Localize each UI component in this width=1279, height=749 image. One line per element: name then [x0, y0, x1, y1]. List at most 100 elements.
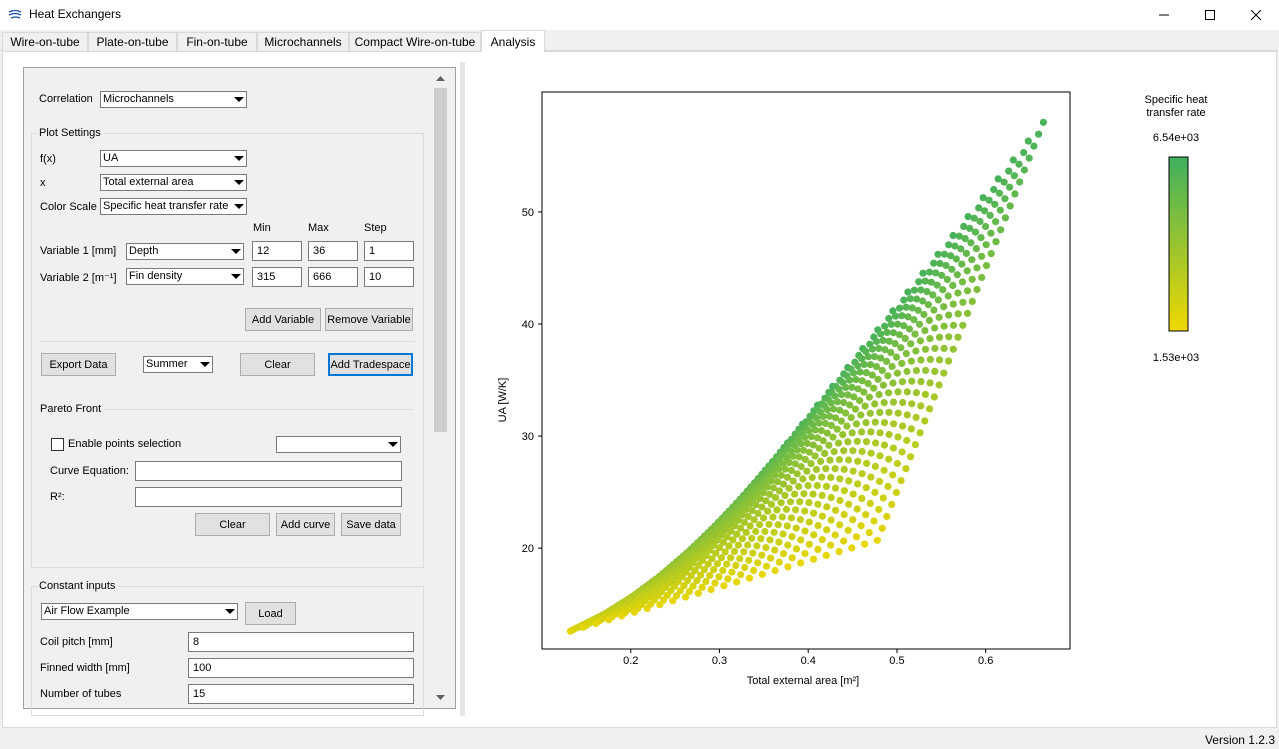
panel-splitter[interactable] — [460, 62, 465, 716]
data-point — [866, 499, 874, 508]
close-button[interactable] — [1233, 0, 1279, 30]
data-point — [827, 493, 835, 502]
data-point — [885, 337, 893, 345]
pareto-clear-button[interactable]: Clear — [195, 513, 270, 536]
clear-button[interactable]: Clear — [240, 353, 315, 376]
data-point — [762, 562, 771, 570]
version-label: Version 1.2.3 — [1204, 733, 1275, 747]
data-point — [852, 533, 861, 541]
variable-2-step-input[interactable]: 10 — [364, 267, 414, 287]
data-point — [903, 388, 911, 396]
save-data-button[interactable]: Save data — [341, 513, 401, 536]
tab-compact-wire-on-tube[interactable]: Compact Wire-on-tube — [349, 32, 481, 51]
data-point — [723, 533, 731, 541]
settings-scrollbar[interactable] — [432, 70, 449, 707]
data-point — [929, 291, 937, 299]
load-button[interactable]: Load — [245, 602, 296, 625]
data-point — [904, 288, 912, 296]
tab-plate-on-tube[interactable]: Plate-on-tube — [88, 32, 177, 51]
fx-select[interactable]: UA — [100, 150, 247, 167]
coil-pitch-input[interactable]: 8 — [188, 632, 414, 652]
data-point — [731, 522, 739, 530]
points-selection-select[interactable] — [276, 436, 401, 453]
data-point — [737, 524, 745, 532]
curve-equation-field[interactable] — [135, 461, 402, 481]
variable-1-step-input[interactable]: 1 — [364, 241, 414, 261]
data-point — [698, 556, 706, 564]
enable-points-checkbox[interactable] — [51, 438, 64, 451]
x-tick-label: 0.6 — [978, 655, 993, 667]
number-of-tubes-input[interactable]: 15 — [188, 684, 414, 704]
variable-2-select[interactable]: Fin density — [126, 268, 244, 285]
variable-1-min-input[interactable]: 12 — [252, 241, 302, 261]
data-point — [795, 482, 803, 491]
variable-2-min-input[interactable]: 315 — [252, 267, 302, 287]
tab-analysis[interactable]: Analysis — [481, 30, 545, 52]
data-point — [849, 516, 857, 524]
data-point — [975, 204, 983, 212]
add-curve-button[interactable]: Add curve — [276, 513, 335, 536]
add-variable-button[interactable]: Add Variable — [245, 308, 321, 331]
data-point — [756, 521, 764, 529]
data-point — [966, 224, 974, 232]
data-point — [745, 556, 753, 564]
data-point — [968, 256, 976, 264]
color-scale-select[interactable]: Specific heat transfer rate — [100, 198, 247, 215]
data-point — [897, 344, 905, 352]
variable-1-select[interactable]: Depth — [126, 243, 244, 260]
x-select[interactable]: Total external area — [100, 174, 247, 191]
data-point — [880, 466, 888, 474]
data-point — [910, 316, 918, 324]
r2-field[interactable] — [135, 487, 402, 507]
data-point — [867, 473, 875, 481]
data-point — [908, 400, 916, 408]
data-point — [856, 397, 864, 405]
scroll-down-icon[interactable] — [436, 695, 445, 700]
data-point — [831, 465, 839, 473]
export-data-button[interactable]: Export Data — [41, 353, 116, 376]
tab-wire-on-tube[interactable]: Wire-on-tube — [2, 32, 88, 51]
data-point — [921, 277, 929, 285]
data-point — [744, 541, 752, 549]
variable-1-max-input[interactable]: 36 — [308, 241, 358, 261]
correlation-select[interactable]: Microchannels — [100, 91, 247, 108]
tab-fin-on-tube[interactable]: Fin-on-tube — [177, 32, 257, 51]
data-point — [1030, 142, 1038, 150]
data-point — [905, 325, 914, 333]
scroll-up-icon[interactable] — [436, 76, 445, 81]
data-point — [914, 306, 922, 314]
data-point — [888, 500, 896, 509]
variable-2-max-input[interactable]: 666 — [308, 267, 358, 287]
data-point — [903, 367, 911, 376]
preset-select[interactable]: Air Flow Example — [41, 603, 238, 620]
add-tradespace-button[interactable]: Add Tradespace — [328, 353, 413, 376]
data-point — [847, 414, 855, 422]
remove-variable-button[interactable]: Remove Variable — [325, 308, 413, 331]
data-point — [857, 522, 865, 530]
data-point — [971, 228, 980, 236]
data-point — [944, 292, 952, 300]
finned-width-input[interactable]: 100 — [188, 658, 414, 678]
season-select[interactable]: Summer — [143, 356, 213, 373]
finned-width-label: Finned width [mm] — [40, 662, 130, 674]
y-tick-label: 40 — [522, 319, 534, 331]
data-point — [930, 259, 938, 267]
data-point — [757, 535, 765, 543]
data-point — [793, 446, 801, 454]
data-point — [827, 473, 835, 482]
data-point — [840, 398, 848, 407]
data-point — [862, 484, 870, 492]
data-point — [940, 322, 948, 330]
tab-microchannels[interactable]: Microchannels — [257, 32, 349, 51]
data-point — [698, 583, 706, 591]
data-point — [818, 536, 826, 544]
maximize-button[interactable] — [1187, 0, 1233, 30]
data-point — [876, 408, 884, 416]
data-point — [935, 356, 944, 364]
data-point — [907, 357, 915, 365]
scrollbar-thumb[interactable] — [434, 88, 447, 432]
data-point — [925, 268, 934, 276]
minimize-button[interactable] — [1141, 0, 1187, 30]
tradespace-plot: 0.2 0.3 0.4 0.5 0.6 20 30 40 50 Total external … — [497, 91, 1207, 687]
data-point — [763, 483, 771, 491]
